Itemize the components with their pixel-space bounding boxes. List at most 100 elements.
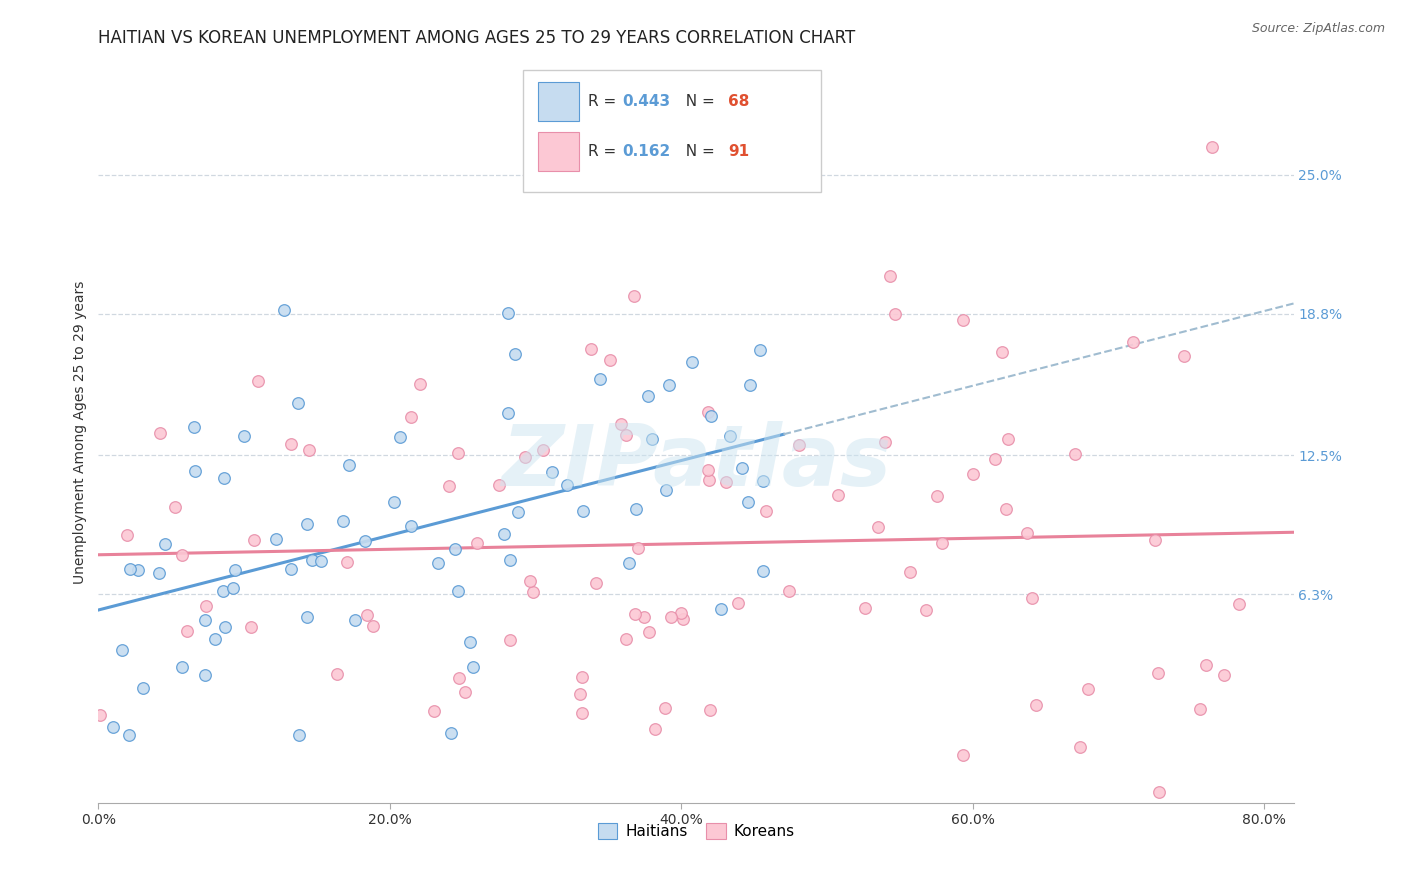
Point [503, 347, 526, 361]
Text: R =: R = [589, 144, 621, 159]
Point [962, 467, 984, 482]
Point [224, 564, 246, 578]
Point [697, 405, 720, 419]
Point [1147, 666, 1170, 681]
Point [827, 488, 849, 502]
Point [610, 417, 633, 431]
Point [731, 460, 754, 475]
Point [118, 729, 141, 743]
Point [700, 409, 723, 424]
Point [212, 471, 235, 485]
Point [659, 610, 682, 624]
Point [927, 489, 949, 503]
Point [247, 374, 270, 388]
Point [568, 687, 591, 701]
Point [336, 555, 359, 569]
Point [751, 475, 773, 489]
Point [1212, 667, 1234, 681]
Point [727, 597, 749, 611]
Point [388, 430, 411, 444]
Point [654, 701, 676, 715]
Point [453, 684, 475, 698]
Point [1227, 597, 1250, 611]
Point [579, 342, 602, 356]
Point [752, 564, 775, 578]
Point [195, 599, 218, 614]
Point [748, 343, 770, 358]
Point [737, 494, 759, 508]
Point [1077, 681, 1099, 696]
Point [522, 584, 544, 599]
Point [382, 494, 405, 508]
Point [571, 670, 593, 684]
Point [627, 541, 650, 556]
Point [681, 354, 703, 368]
Point [879, 269, 901, 284]
Point [499, 553, 522, 567]
Point [599, 353, 621, 368]
Point [132, 681, 155, 695]
Point [983, 451, 1005, 466]
Point [638, 625, 661, 640]
Point [332, 514, 354, 528]
Text: 0.162: 0.162 [621, 144, 671, 159]
Point [883, 307, 905, 321]
Point [671, 607, 693, 621]
Point [696, 463, 718, 477]
Y-axis label: Unemployment Among Ages 25 to 29 years: Unemployment Among Ages 25 to 29 years [73, 281, 87, 584]
Point [513, 450, 536, 464]
Point [991, 344, 1014, 359]
Point [184, 464, 207, 478]
Point [718, 428, 741, 442]
Point [699, 703, 721, 717]
Point [165, 500, 187, 515]
Point [356, 607, 378, 622]
Point [531, 443, 554, 458]
Point [498, 406, 520, 420]
Point [1147, 784, 1170, 798]
Point [626, 502, 648, 516]
Point [242, 533, 264, 547]
Text: 68: 68 [728, 95, 749, 109]
Point [461, 660, 484, 674]
Point [204, 632, 226, 647]
Point [488, 478, 510, 492]
Point [148, 566, 170, 580]
Point [170, 660, 193, 674]
Point [571, 706, 593, 721]
Point [697, 473, 720, 487]
Point [287, 729, 309, 743]
Point [447, 671, 470, 685]
Point [295, 516, 318, 531]
Point [280, 437, 302, 451]
Point [337, 458, 360, 472]
Point [309, 554, 332, 568]
Point [914, 603, 936, 617]
Text: N =: N = [676, 144, 720, 159]
Text: 0.443: 0.443 [621, 95, 671, 109]
Point [295, 610, 318, 624]
Point [440, 726, 463, 740]
Point [409, 377, 432, 392]
Text: ZIPatlas: ZIPatlas [501, 421, 891, 504]
Point [155, 537, 177, 551]
Legend: Haitians, Koreans: Haitians, Koreans [592, 817, 800, 846]
Point [624, 607, 647, 621]
Point [426, 556, 449, 570]
Point [506, 505, 529, 519]
Point [994, 502, 1017, 516]
Point [194, 613, 217, 627]
Point [101, 720, 124, 734]
Point [183, 420, 205, 434]
Point [447, 583, 470, 598]
Point [655, 483, 678, 498]
Point [623, 289, 645, 303]
Point [589, 372, 612, 386]
Point [755, 503, 778, 517]
Point [952, 748, 974, 763]
Point [240, 620, 263, 634]
Point [931, 535, 953, 549]
Point [641, 432, 664, 446]
Point [437, 479, 460, 493]
Point [172, 548, 194, 562]
